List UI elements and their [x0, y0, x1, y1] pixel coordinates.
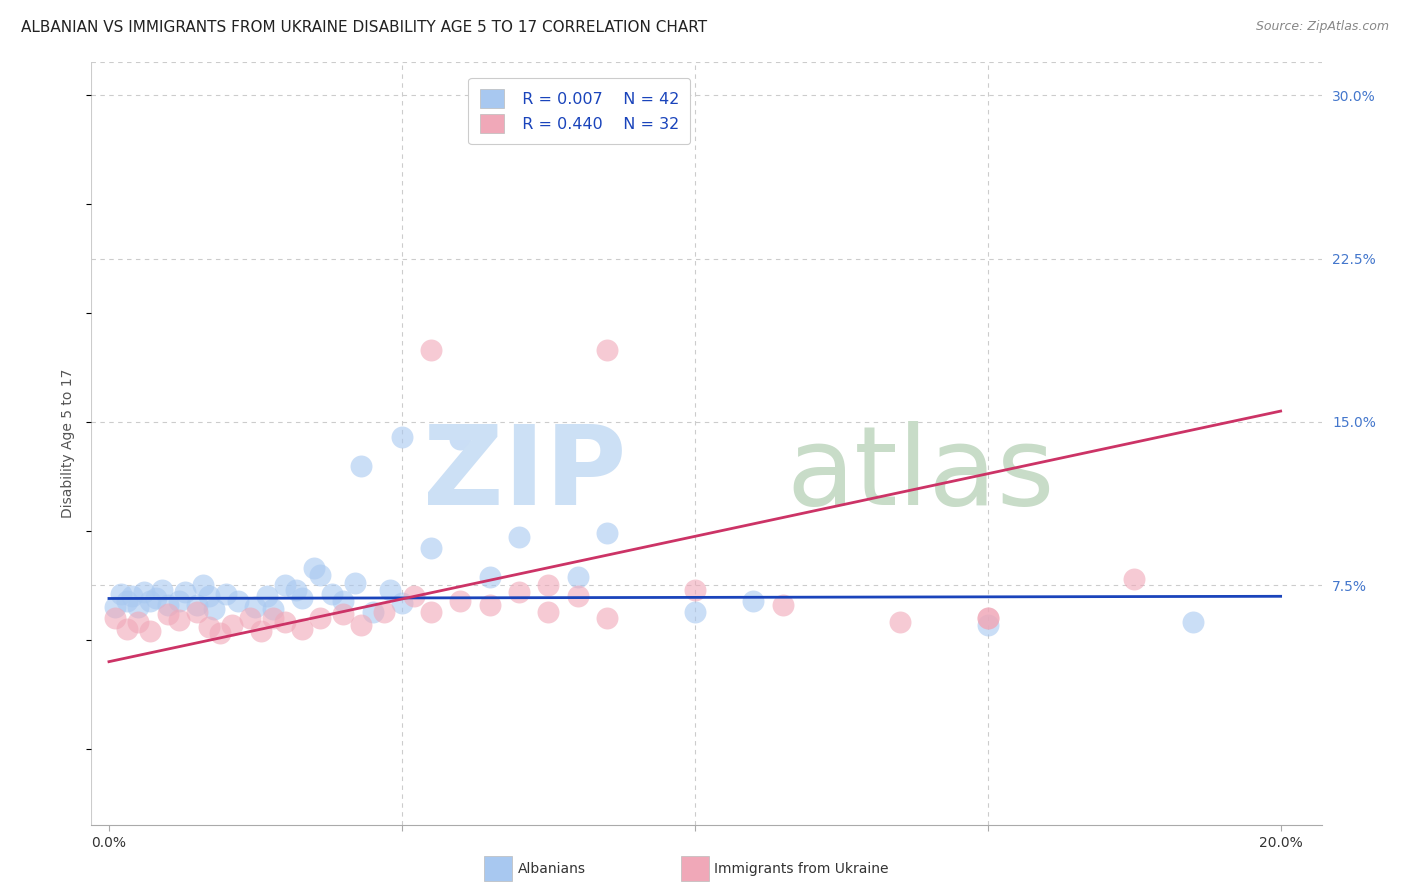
Point — [508, 585, 530, 599]
Point — [478, 598, 501, 612]
Point — [127, 615, 149, 630]
Point — [115, 622, 138, 636]
Point — [174, 585, 197, 599]
Point — [420, 605, 443, 619]
Point — [150, 582, 173, 597]
Point — [273, 615, 295, 630]
Point — [478, 570, 501, 584]
Point — [291, 591, 314, 606]
Point — [221, 617, 243, 632]
Point — [104, 611, 127, 625]
Point — [976, 611, 998, 625]
Point — [976, 617, 998, 632]
Point — [1123, 572, 1146, 586]
Point — [391, 430, 413, 444]
Point — [121, 590, 143, 604]
Point — [169, 613, 191, 627]
Y-axis label: Disability Age 5 to 17: Disability Age 5 to 17 — [62, 369, 76, 518]
Text: Immigrants from Ukraine: Immigrants from Ukraine — [714, 862, 889, 876]
Point — [291, 622, 314, 636]
Point — [273, 578, 295, 592]
Point — [596, 526, 619, 541]
Point — [209, 626, 232, 640]
Point — [373, 605, 395, 619]
Point — [145, 591, 167, 606]
Point — [186, 605, 208, 619]
Point — [115, 593, 138, 607]
Point — [332, 607, 354, 621]
Point — [127, 600, 149, 615]
Point — [238, 611, 262, 625]
Point — [567, 590, 589, 604]
Point — [308, 567, 332, 582]
Point — [132, 585, 156, 599]
Point — [567, 570, 589, 584]
Point — [391, 596, 413, 610]
Text: ZIP: ZIP — [423, 421, 627, 528]
Text: Source: ZipAtlas.com: Source: ZipAtlas.com — [1256, 20, 1389, 33]
Point — [350, 617, 373, 632]
Point — [537, 578, 560, 592]
Point — [321, 587, 343, 601]
Point — [596, 343, 619, 357]
Point — [302, 561, 325, 575]
Point — [350, 458, 373, 473]
Point — [976, 611, 998, 625]
Point — [285, 582, 308, 597]
Point — [683, 582, 706, 597]
Point — [772, 598, 794, 612]
Point — [191, 578, 214, 592]
Point — [361, 605, 384, 619]
Point — [332, 593, 354, 607]
Legend:   R = 0.007    N = 42,   R = 0.440    N = 32: R = 0.007 N = 42, R = 0.440 N = 32 — [468, 78, 690, 144]
Text: atlas: atlas — [786, 421, 1054, 528]
Point — [250, 624, 273, 639]
Point — [420, 541, 443, 556]
Point — [156, 598, 179, 612]
Point — [343, 576, 366, 591]
Point — [215, 587, 238, 601]
Point — [110, 587, 132, 601]
Point — [197, 620, 219, 634]
Point — [508, 531, 530, 545]
Point — [262, 602, 284, 616]
Point — [596, 611, 619, 625]
Point — [1181, 615, 1204, 630]
Point — [537, 605, 560, 619]
Point — [402, 590, 425, 604]
Point — [256, 590, 278, 604]
Point — [202, 602, 225, 616]
Point — [449, 593, 471, 607]
Point — [226, 593, 249, 607]
Point — [742, 593, 765, 607]
Point — [169, 593, 191, 607]
Point — [139, 624, 162, 639]
Point — [104, 600, 127, 615]
Point — [197, 590, 219, 604]
Point — [449, 433, 471, 447]
Text: Albanians: Albanians — [517, 862, 585, 876]
Point — [420, 343, 443, 357]
Point — [262, 611, 284, 625]
Text: ALBANIAN VS IMMIGRANTS FROM UKRAINE DISABILITY AGE 5 TO 17 CORRELATION CHART: ALBANIAN VS IMMIGRANTS FROM UKRAINE DISA… — [21, 20, 707, 35]
Point — [308, 611, 332, 625]
Point — [245, 600, 267, 615]
Point — [156, 607, 179, 621]
Point — [378, 582, 402, 597]
Point — [139, 593, 162, 607]
Point — [683, 605, 706, 619]
Point — [889, 615, 911, 630]
Point — [186, 598, 208, 612]
